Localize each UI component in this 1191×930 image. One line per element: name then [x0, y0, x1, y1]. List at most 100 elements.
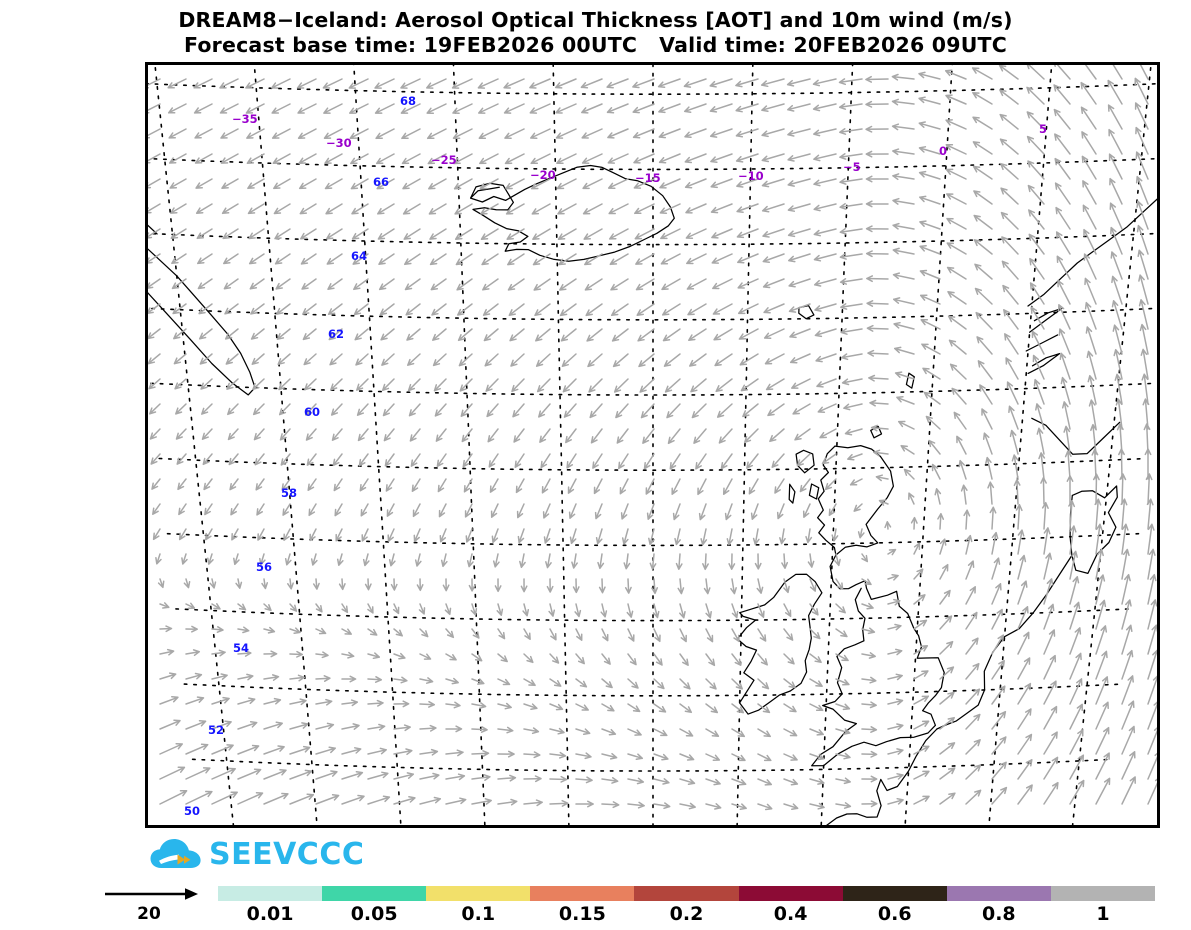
wind-vector — [405, 303, 421, 316]
wind-vector — [835, 678, 850, 686]
wind-vector — [1033, 378, 1045, 405]
wind-vector — [783, 653, 795, 665]
wind-vector — [271, 128, 291, 139]
wind-vector — [1121, 751, 1136, 780]
wind-vector — [349, 103, 369, 114]
wind-vector — [919, 195, 941, 205]
wind-vector — [691, 403, 707, 419]
aot-colorbar[interactable] — [218, 886, 1155, 901]
wind-vector — [480, 203, 499, 215]
wind-vector — [470, 603, 478, 616]
wind-vector — [221, 203, 239, 215]
wind-vector — [1092, 473, 1100, 505]
wind-vector — [185, 696, 205, 705]
wind-vector — [315, 698, 333, 706]
colorbar-segment — [218, 886, 323, 901]
wind-vector — [627, 678, 639, 689]
wind-vector — [839, 278, 863, 285]
wind-vector — [742, 403, 759, 418]
wind-vector — [198, 328, 213, 340]
longitude-label: −35 — [232, 112, 258, 126]
wind-vector — [497, 628, 506, 640]
wind-vector — [457, 328, 473, 342]
wind-vector — [868, 374, 889, 382]
wind-vector — [985, 456, 993, 480]
wind-vector — [757, 603, 765, 618]
wind-vector — [1017, 554, 1027, 580]
wind-vector — [787, 178, 811, 187]
meridian-line — [736, 65, 754, 825]
wind-vector — [453, 178, 473, 190]
latitude-label: 52 — [208, 723, 225, 737]
wind-vector — [1006, 381, 1019, 405]
wind-vector — [428, 203, 447, 215]
wind-vector — [509, 328, 525, 342]
wind-vector — [1059, 352, 1071, 380]
wind-vector — [199, 353, 213, 365]
latitude-label: 56 — [256, 560, 273, 574]
wind-vector — [403, 228, 421, 240]
wind-vector — [332, 453, 343, 467]
wind-vector — [401, 128, 421, 140]
wind-vector — [497, 678, 511, 686]
wind-vector — [497, 798, 518, 806]
wind-vector — [1043, 781, 1059, 805]
wind-vector — [1054, 157, 1071, 180]
coastline — [1027, 198, 1157, 307]
wind-vector — [461, 428, 473, 443]
wind-vector — [982, 432, 993, 455]
wind-vector — [813, 178, 837, 187]
wind-vector — [894, 371, 915, 380]
wind-vector — [705, 778, 721, 786]
wind-vector — [724, 503, 733, 521]
wind-vector — [289, 769, 313, 780]
wind-vector — [711, 253, 733, 264]
wind-vector — [194, 153, 213, 164]
coastline — [1028, 307, 1063, 333]
wind-vector — [913, 594, 926, 605]
wind-vector — [168, 153, 187, 164]
wind-vector — [484, 353, 499, 367]
wind-vector — [1147, 624, 1157, 655]
wind-vector — [482, 303, 499, 316]
wind-vector — [828, 503, 837, 517]
wind-vector — [813, 203, 837, 212]
wind-vector — [937, 512, 945, 530]
wind-vector — [1069, 550, 1078, 580]
wind-vector — [401, 153, 421, 165]
wind-vector — [261, 578, 269, 590]
wind-vector — [1112, 65, 1123, 80]
wind-vector — [392, 603, 400, 615]
wind-vector — [581, 128, 603, 139]
wind-vector — [393, 724, 411, 732]
map-panel[interactable]: 68 66 64 62 60 58 56 54 52 50 −35 −30 −25 −20 −15 −10 −5… — [145, 62, 1160, 828]
wind-vector — [711, 228, 733, 239]
wind-vector — [418, 603, 426, 615]
wind-vector — [517, 528, 525, 544]
latitude-label: 50 — [184, 804, 201, 818]
wind-vector — [237, 649, 252, 657]
seevccc-logo[interactable]: SEEVCCC — [150, 836, 364, 874]
wind-vector — [1082, 204, 1097, 230]
longitude-label: 0 — [939, 144, 948, 158]
wind-vector — [838, 103, 863, 110]
wind-vector — [540, 453, 551, 469]
wind-vector — [174, 378, 187, 390]
wind-vector — [557, 203, 577, 215]
wind-vector — [865, 225, 889, 233]
parallel-line — [148, 307, 1157, 321]
wind-vector — [951, 387, 967, 405]
wind-vector — [690, 378, 707, 393]
wind-vector — [601, 728, 617, 736]
wind-vector — [763, 303, 785, 314]
wind-vector — [687, 303, 707, 316]
wind-vector — [558, 253, 577, 266]
wind-vector — [393, 652, 406, 660]
wind-vector — [1139, 65, 1149, 80]
wind-vector — [304, 378, 317, 391]
wind-vector — [306, 453, 317, 466]
wind-vector — [973, 239, 993, 255]
wind-vector — [757, 628, 767, 642]
coastline — [148, 248, 256, 396]
wind-vector — [783, 728, 798, 737]
